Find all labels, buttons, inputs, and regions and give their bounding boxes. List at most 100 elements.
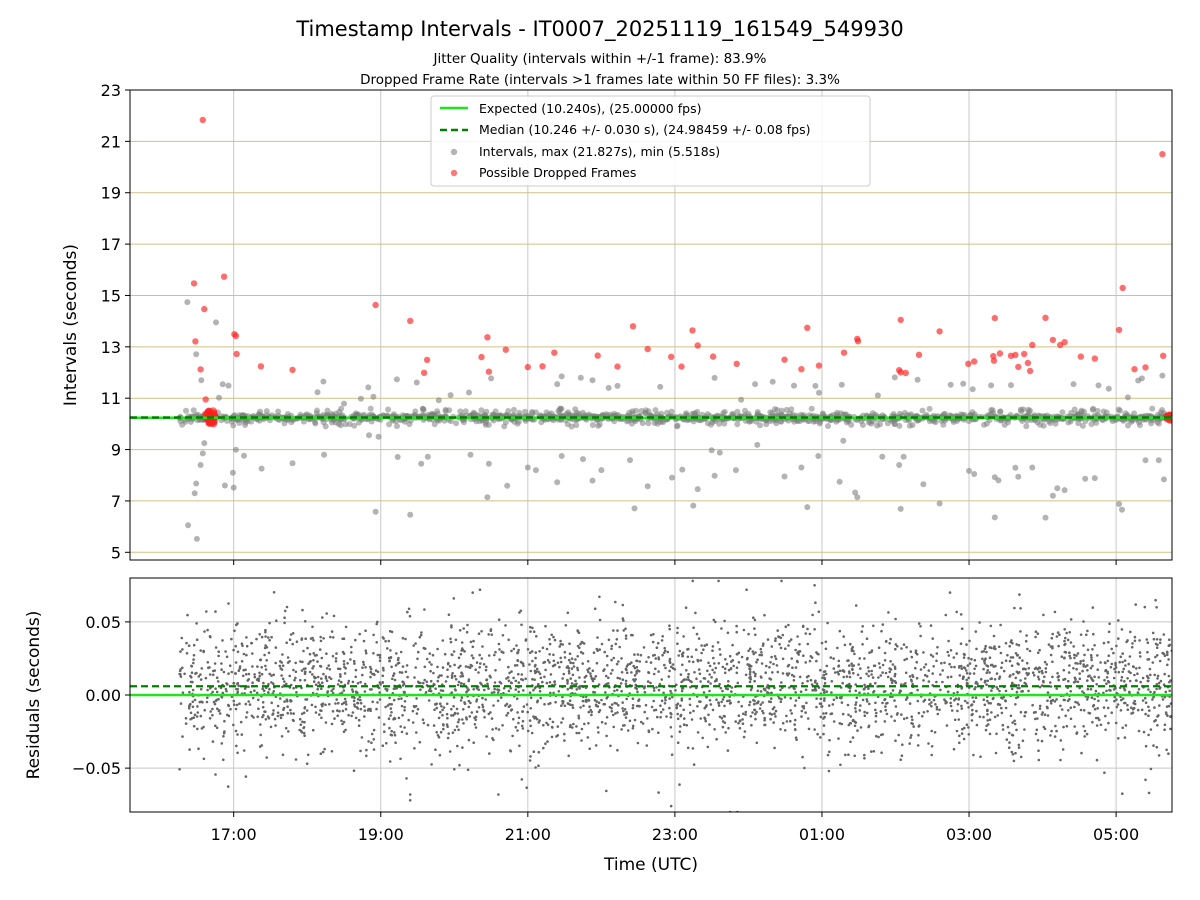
residual-point — [1081, 669, 1084, 673]
residual-point — [477, 688, 481, 691]
residual-point — [526, 710, 529, 714]
residual-point — [301, 720, 304, 724]
residual-point — [528, 719, 532, 722]
residuals-y-ticks: −0.050.000.05 — [72, 613, 130, 778]
residual-point — [723, 704, 726, 708]
residual-point — [839, 763, 842, 767]
residual-point — [488, 674, 492, 678]
residual-point — [1106, 670, 1109, 674]
residual-point — [319, 664, 322, 668]
dropped-frame-point — [201, 305, 208, 313]
residual-point — [346, 662, 349, 665]
residual-point — [312, 639, 315, 642]
interval-point — [900, 453, 907, 460]
residual-point — [283, 621, 286, 625]
interval-point — [690, 502, 697, 509]
interval-point — [668, 408, 675, 415]
residual-point — [559, 656, 562, 660]
residual-point — [806, 717, 810, 720]
residual-point — [723, 671, 727, 675]
residual-point — [970, 704, 973, 707]
residual-point — [668, 697, 671, 700]
residual-point — [509, 687, 512, 690]
residual-point — [594, 744, 598, 747]
residual-point — [223, 730, 226, 733]
residual-point — [990, 677, 993, 680]
residual-point — [346, 682, 350, 685]
residual-point — [717, 704, 721, 707]
residual-point — [1154, 718, 1157, 722]
residual-point — [1032, 674, 1036, 677]
residual-point — [365, 754, 368, 758]
residual-point — [318, 648, 322, 651]
residual-point — [428, 661, 431, 664]
residual-point — [636, 690, 639, 694]
residual-point — [659, 710, 663, 714]
residual-point — [270, 635, 273, 639]
residual-point — [995, 732, 998, 736]
residual-point — [401, 680, 404, 683]
residual-point — [645, 744, 649, 747]
residual-point — [851, 667, 854, 671]
residual-point — [199, 714, 203, 718]
residual-point — [1091, 606, 1095, 609]
residual-point — [1043, 675, 1046, 679]
residual-point — [528, 651, 532, 654]
residual-point — [763, 723, 767, 727]
residual-point — [706, 745, 710, 749]
interval-point — [704, 411, 711, 418]
residual-point — [990, 689, 993, 692]
residual-point — [377, 716, 381, 719]
residual-point — [651, 727, 654, 731]
residual-point — [1165, 748, 1168, 752]
residual-point — [808, 659, 812, 663]
residual-point — [453, 768, 456, 771]
residual-point — [179, 702, 183, 705]
residual-point — [660, 699, 664, 703]
residual-point — [891, 663, 895, 666]
residual-point — [764, 671, 767, 674]
residual-point — [316, 675, 320, 679]
residual-point — [1079, 662, 1082, 665]
residual-point — [415, 731, 418, 734]
residual-point — [388, 696, 391, 700]
residual-point — [917, 622, 921, 625]
residual-point — [1102, 691, 1105, 695]
residual-point — [517, 721, 520, 725]
residual-point — [413, 676, 416, 679]
residual-point — [258, 671, 261, 675]
residual-point — [1145, 674, 1149, 678]
interval-point — [971, 471, 978, 477]
residual-point — [1082, 644, 1085, 647]
x-tick-label: 01:00 — [799, 825, 845, 844]
residual-point — [699, 717, 702, 720]
residual-point — [531, 677, 534, 681]
residual-point — [960, 667, 964, 670]
residual-point — [1063, 656, 1066, 660]
residual-point — [935, 705, 939, 709]
residual-point — [1056, 675, 1060, 679]
residual-point — [766, 638, 770, 641]
residual-point — [742, 735, 746, 739]
residual-point — [1082, 725, 1085, 728]
residual-point — [1004, 699, 1007, 702]
interval-point — [995, 477, 1002, 484]
residual-point — [178, 768, 181, 771]
residual-point — [607, 638, 611, 642]
residual-point — [632, 678, 635, 681]
residual-point — [726, 631, 730, 635]
interval-point — [981, 421, 987, 428]
residual-point — [720, 700, 723, 704]
residual-point — [631, 704, 635, 707]
residual-point — [520, 673, 524, 676]
residual-point — [335, 652, 338, 655]
residual-point — [819, 736, 822, 739]
interval-point — [890, 411, 897, 417]
residual-point — [916, 688, 919, 692]
residual-point — [753, 674, 757, 678]
residual-point — [529, 755, 532, 758]
interval-point — [1012, 464, 1019, 471]
residual-point — [1046, 714, 1050, 717]
residual-point — [669, 726, 673, 729]
residual-point — [635, 670, 638, 673]
